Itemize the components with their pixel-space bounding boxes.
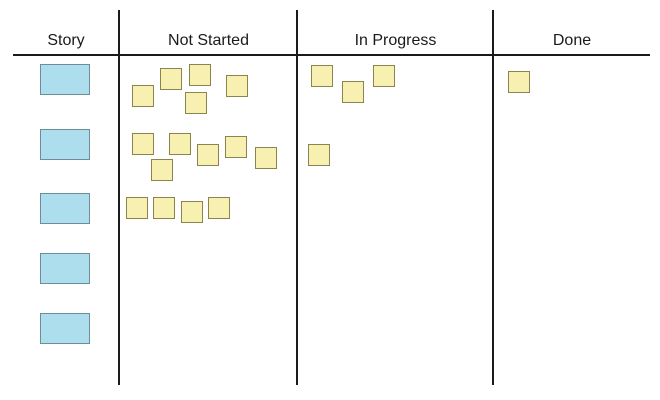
- task-note-done[interactable]: [508, 71, 530, 93]
- header-not-started: Not Started: [168, 32, 249, 49]
- task-note-not-started[interactable]: [153, 197, 175, 219]
- story-card[interactable]: [40, 253, 90, 284]
- task-note-in-progress[interactable]: [342, 81, 364, 103]
- column-divider-1: [118, 10, 120, 385]
- task-note-not-started[interactable]: [132, 85, 154, 107]
- task-note-not-started[interactable]: [126, 197, 148, 219]
- task-note-not-started[interactable]: [255, 147, 277, 169]
- task-note-in-progress[interactable]: [373, 65, 395, 87]
- header-story: Story: [47, 32, 85, 49]
- column-divider-2: [296, 10, 298, 385]
- header-divider: [13, 54, 650, 56]
- task-note-not-started[interactable]: [189, 64, 211, 86]
- story-card[interactable]: [40, 313, 90, 344]
- task-note-not-started[interactable]: [197, 144, 219, 166]
- task-note-not-started[interactable]: [169, 133, 191, 155]
- task-note-not-started[interactable]: [225, 136, 247, 158]
- story-card[interactable]: [40, 64, 90, 95]
- header-in-progress: In Progress: [354, 32, 437, 49]
- task-note-in-progress[interactable]: [308, 144, 330, 166]
- task-note-not-started[interactable]: [226, 75, 248, 97]
- column-divider-3: [492, 10, 494, 385]
- task-note-not-started[interactable]: [151, 159, 173, 181]
- task-note-in-progress[interactable]: [311, 65, 333, 87]
- task-note-not-started[interactable]: [132, 133, 154, 155]
- task-note-not-started[interactable]: [208, 197, 230, 219]
- task-note-not-started[interactable]: [185, 92, 207, 114]
- task-note-not-started[interactable]: [181, 201, 203, 223]
- header-done: Done: [552, 32, 592, 49]
- story-card[interactable]: [40, 129, 90, 160]
- story-card[interactable]: [40, 193, 90, 224]
- task-note-not-started[interactable]: [160, 68, 182, 90]
